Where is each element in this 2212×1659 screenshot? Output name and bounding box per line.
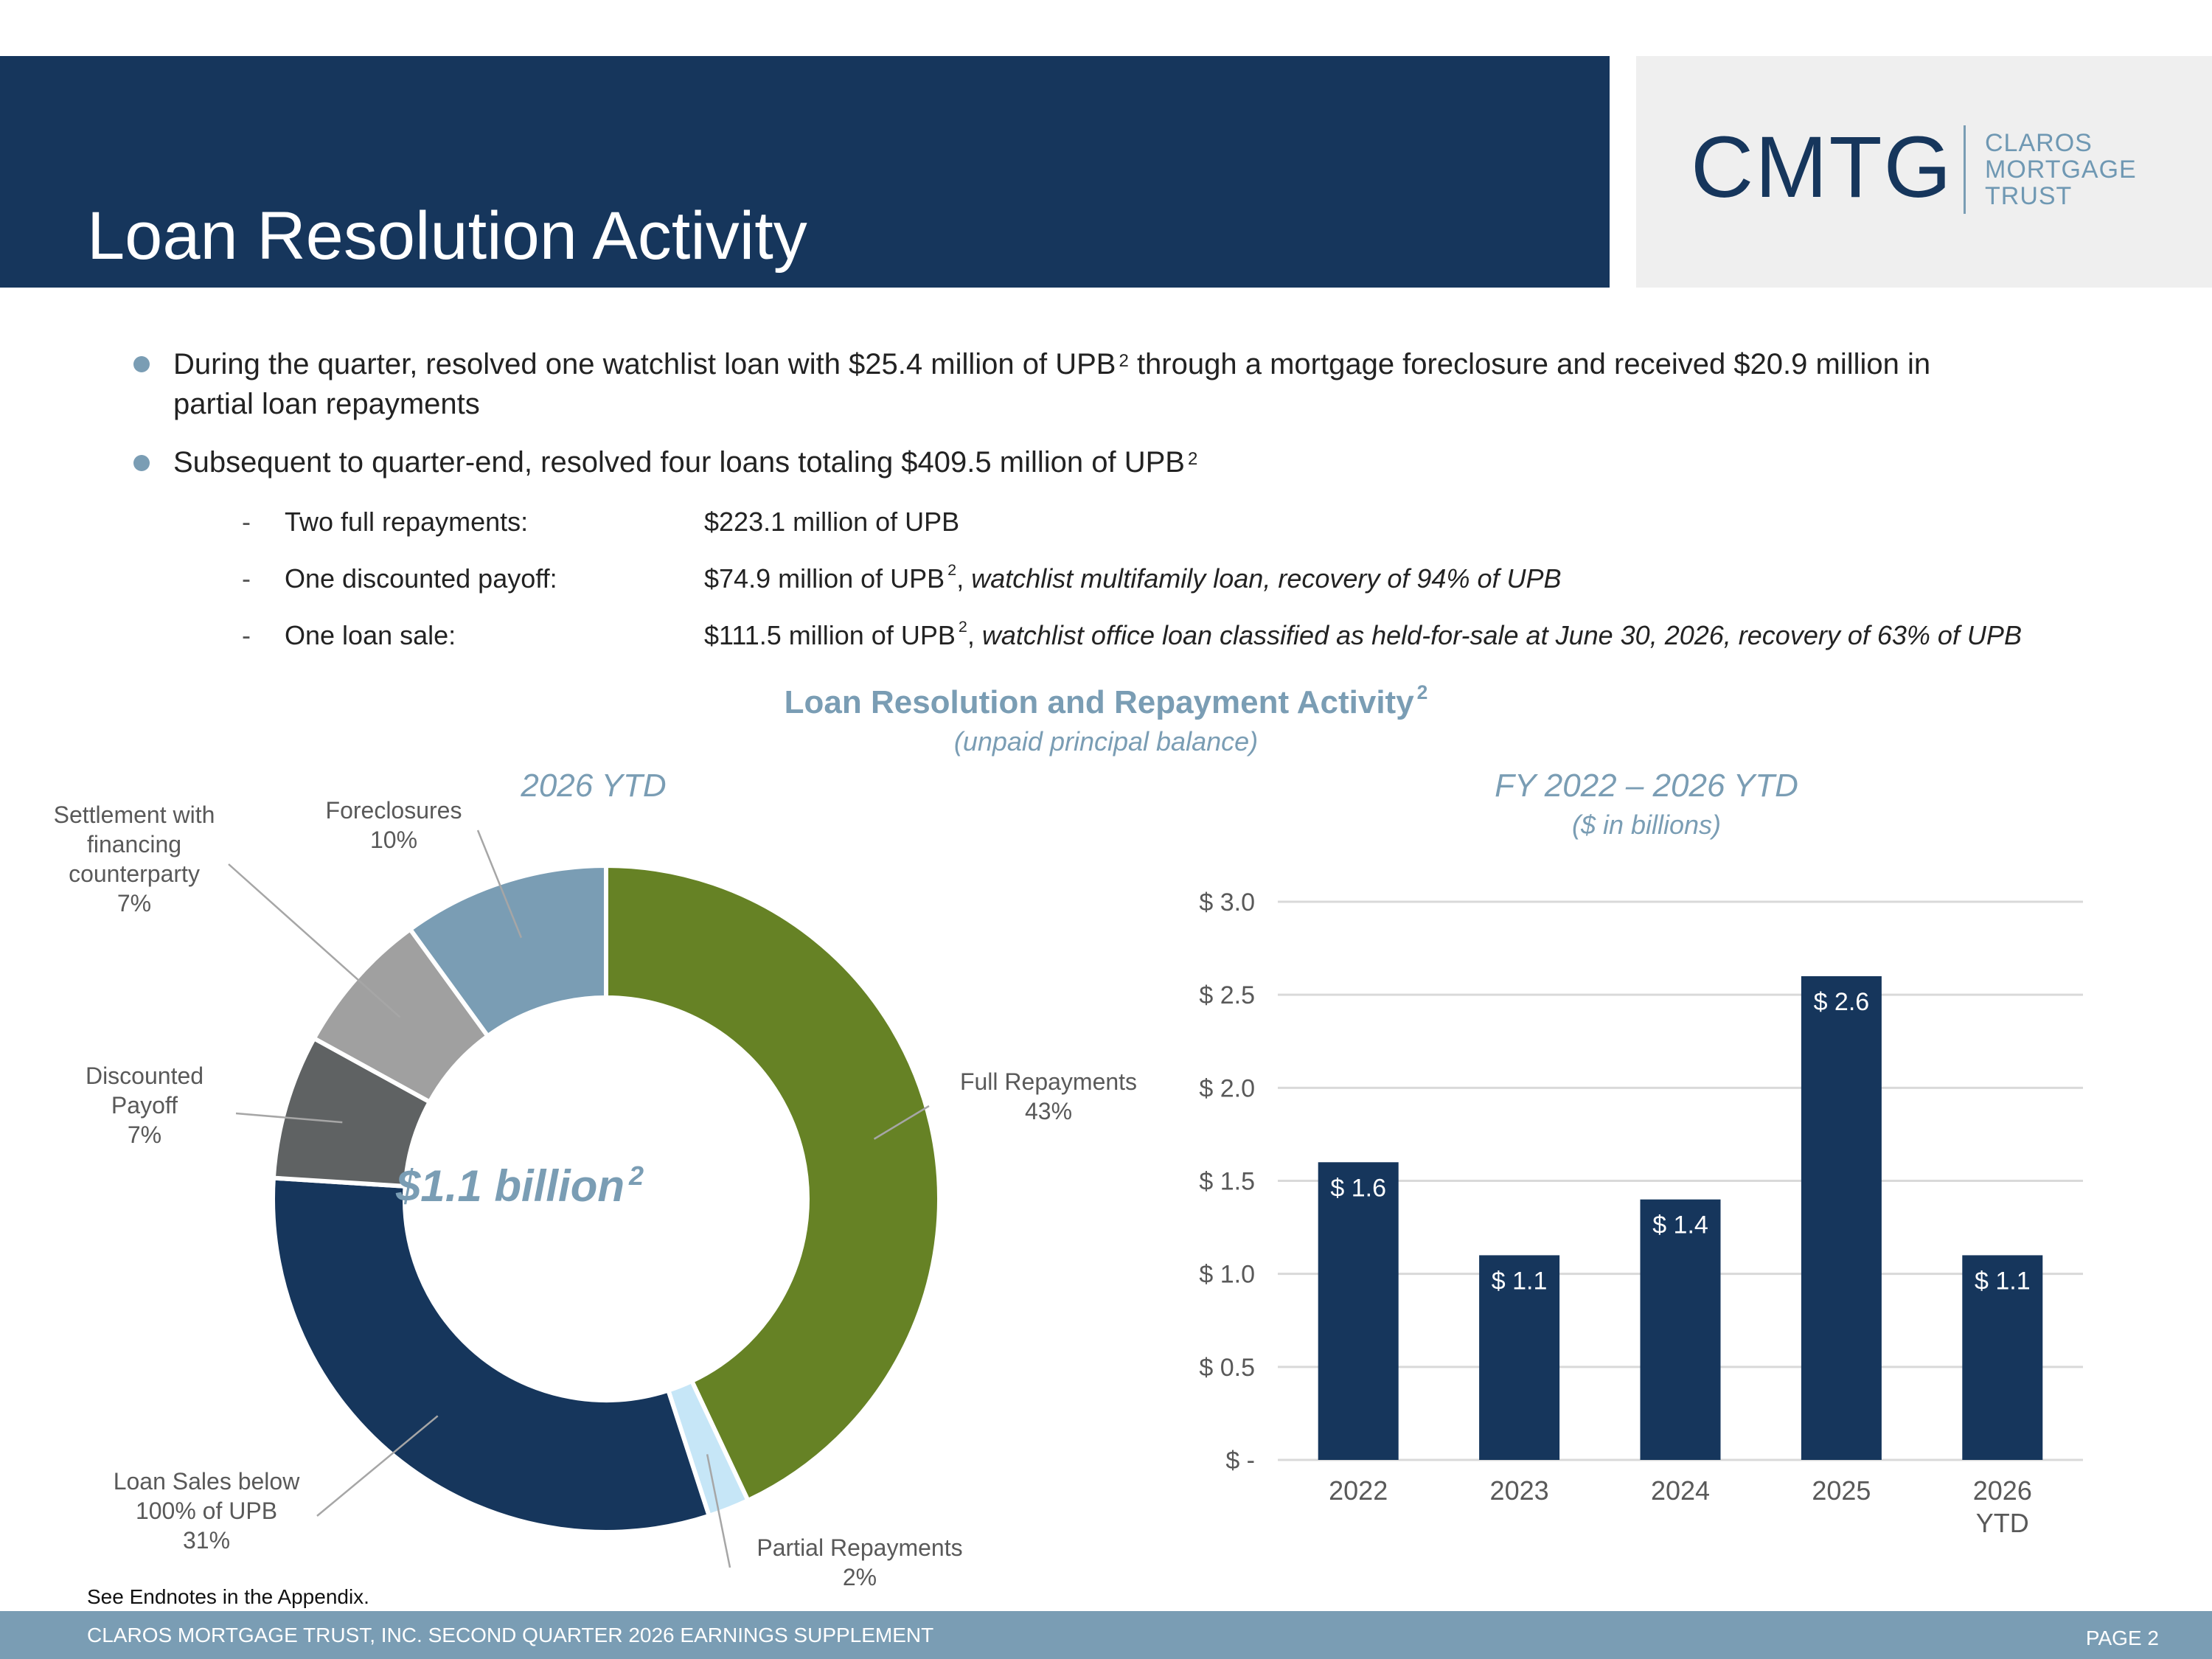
y-tick-label: $ -	[1225, 1447, 1255, 1475]
y-tick-label: $ 1.5	[1199, 1168, 1255, 1196]
donut-label-3: Discounted Payoff 7%	[86, 1062, 204, 1148]
y-tick-label: $ 1.0	[1199, 1261, 1255, 1289]
bar-value-label: $ 1.1	[1975, 1267, 2031, 1295]
chart-section-title: Loan Resolution and Repayment Activity 2	[784, 681, 1428, 720]
logo-word: CLAROS	[1985, 129, 2093, 157]
logo-divider	[1964, 125, 1966, 214]
logo-box	[1636, 56, 2212, 288]
bar-2023	[1479, 1255, 1560, 1460]
bullet-dot	[133, 356, 150, 372]
donut-label-2: Loan Sales below 100% of UPB 31%	[114, 1468, 301, 1554]
bar-2022	[1318, 1162, 1399, 1460]
donut-chart: Full Repayments 43% Partial Repayments 2% Lo…	[54, 797, 1137, 1590]
bar-2024	[1640, 1199, 1721, 1460]
endnote: See Endnotes in the Appendix.	[87, 1585, 369, 1608]
bullet-dot	[133, 455, 150, 471]
sub-label: One loan sale:	[285, 620, 456, 650]
title-band	[0, 56, 1610, 288]
sub-label: Two full repayments:	[285, 507, 529, 537]
bar-chart-subtitle: ($ in billions)	[1571, 810, 1722, 840]
sub-label: One discounted payoff:	[285, 563, 557, 594]
bullet-text-1: During the quarter, resolved one watchli…	[173, 348, 1931, 420]
sub-value: $74.9 million of UPB 2, watchlist multifa…	[704, 560, 1562, 594]
page-number: PAGE 2	[2085, 1627, 2159, 1649]
logo-word: MORTGAGE	[1985, 156, 2137, 184]
sub-dash: -	[242, 620, 251, 650]
donut-label-5: Foreclosures 10%	[326, 797, 462, 853]
bullet-text-2: Subsequent to quarter-end, resolved four…	[173, 446, 1198, 479]
bar-chart: $ - $ 0.5 $ 1.0 $ 1.5 $ 2.0 $ 2.5 $ 3.0 $ 1.6 20…	[1199, 888, 2083, 1538]
donut-slice-2	[271, 1175, 712, 1535]
donut-leader-line	[228, 863, 401, 1018]
x-tick-label: 2025	[1812, 1475, 1871, 1506]
sub-value: $223.1 million of UPB	[704, 507, 960, 537]
donut-label-1: Partial Repayments 2%	[757, 1534, 962, 1590]
bar-2025	[1801, 975, 1882, 1460]
sub-dash: -	[242, 563, 251, 594]
y-tick-label: $ 3.0	[1199, 888, 1255, 917]
logo-words: CLAROS MORTGAGE TRUST	[1985, 130, 2137, 209]
chart-section-subtitle: (unpaid principal balance)	[953, 726, 1259, 757]
bar-value-label: $ 2.6	[1814, 988, 1870, 1016]
logo-mark: CMTG	[1691, 119, 1953, 216]
donut-label-0: Full Repayments 43%	[960, 1068, 1137, 1124]
bar-2026-ytd	[1962, 1255, 2043, 1460]
bar-value-label: $ 1.4	[1652, 1211, 1708, 1239]
x-tick-label: 2026 YTD	[1973, 1475, 2032, 1538]
x-tick-label: 2022	[1329, 1475, 1388, 1506]
donut-leader-line	[235, 1112, 343, 1124]
bar-value-label: $ 1.6	[1330, 1174, 1386, 1202]
donut-leader-line	[316, 1415, 439, 1517]
y-tick-label: $ 2.5	[1199, 981, 1255, 1009]
donut-center-label: $1.1 billion 2	[395, 1161, 644, 1211]
donut-leader-line	[873, 1105, 930, 1140]
donut-leader-line	[706, 1454, 731, 1568]
donut-chart-title: 2026 YTD	[521, 768, 667, 804]
footer-band	[0, 1611, 2212, 1659]
donut-slice-0	[604, 863, 942, 1503]
y-tick-label: $ 2.0	[1199, 1074, 1255, 1102]
footer-text: CLAROS MORTGAGE TRUST, INC. SECOND QUART…	[87, 1624, 934, 1646]
donut-leader-line	[476, 830, 523, 939]
page-title: Loan Resolution Activity	[87, 198, 807, 274]
bar-chart-title: FY 2022 – 2026 YTD	[1495, 768, 1798, 804]
donut-label-4: Settlement with financing counterparty 7%	[54, 801, 215, 917]
x-tick-label: 2023	[1490, 1475, 1549, 1506]
sub-dash: -	[242, 507, 251, 537]
bar-value-label: $ 1.1	[1492, 1267, 1548, 1295]
y-tick-label: $ 0.5	[1199, 1354, 1255, 1382]
x-tick-label: 2024	[1651, 1475, 1710, 1506]
donut-slice-5	[407, 863, 608, 1040]
sub-value: $111.5 million of UPB 2, watchlist office…	[704, 617, 2022, 650]
logo-word: TRUST	[1985, 182, 2073, 210]
